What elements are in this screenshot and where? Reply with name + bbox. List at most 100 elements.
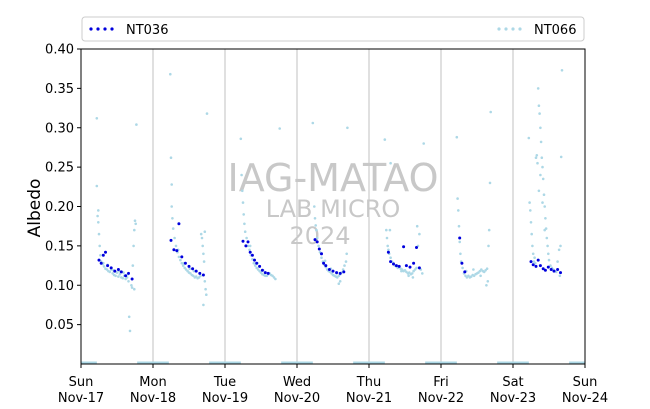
data-point bbox=[537, 189, 541, 193]
data-point bbox=[278, 127, 282, 130]
x-tick-label-day: Fri bbox=[433, 375, 449, 390]
data-point bbox=[421, 272, 424, 275]
data-point bbox=[199, 274, 202, 278]
data-point bbox=[530, 232, 533, 236]
data-point bbox=[317, 244, 320, 248]
data-point bbox=[417, 266, 421, 270]
data-point bbox=[472, 268, 475, 271]
data-point bbox=[203, 230, 207, 233]
watermark-line2: LAB MICRO bbox=[266, 195, 401, 223]
data-point bbox=[402, 245, 406, 249]
data-point bbox=[556, 260, 559, 263]
data-point bbox=[539, 173, 542, 177]
data-point bbox=[191, 267, 195, 271]
watermark: IAG-MATAO LAB MICRO 2024 bbox=[227, 156, 438, 250]
data-point bbox=[545, 236, 549, 240]
data-point bbox=[552, 269, 556, 273]
data-point bbox=[486, 280, 490, 283]
data-point bbox=[385, 228, 388, 232]
data-point bbox=[248, 248, 251, 252]
data-point bbox=[485, 267, 489, 271]
data-point bbox=[248, 250, 252, 254]
x-tick-label-day: Sat bbox=[502, 375, 523, 390]
data-point bbox=[313, 205, 316, 208]
data-point bbox=[559, 155, 563, 159]
data-point bbox=[320, 252, 323, 256]
day-gridlines bbox=[152, 49, 514, 364]
data-point bbox=[400, 269, 403, 273]
data-point bbox=[387, 248, 390, 252]
data-point bbox=[345, 252, 349, 256]
data-point bbox=[192, 269, 196, 273]
data-point bbox=[542, 193, 546, 196]
night-marker bbox=[209, 361, 241, 364]
data-point bbox=[410, 272, 414, 275]
data-point bbox=[461, 266, 464, 270]
data-point bbox=[389, 161, 392, 165]
data-point bbox=[538, 112, 541, 115]
x-tick-label-date: Nov-21 bbox=[346, 391, 392, 406]
data-point bbox=[531, 252, 535, 256]
data-point bbox=[172, 248, 176, 252]
data-point bbox=[133, 219, 137, 222]
data-point bbox=[177, 222, 181, 226]
night-marker bbox=[281, 361, 313, 364]
x-tick-label-day: Sun bbox=[69, 375, 94, 390]
data-point bbox=[240, 173, 243, 177]
data-point bbox=[243, 222, 246, 226]
data-point bbox=[246, 240, 250, 244]
data-point bbox=[541, 165, 544, 169]
data-point bbox=[243, 230, 247, 233]
data-point bbox=[529, 209, 532, 212]
x-tick-label-day: Mon bbox=[139, 375, 166, 390]
data-point bbox=[266, 271, 270, 275]
data-point bbox=[543, 228, 546, 232]
data-point bbox=[253, 264, 257, 267]
data-point bbox=[250, 253, 254, 257]
data-point bbox=[97, 258, 101, 262]
x-tick-label-date: Nov-19 bbox=[202, 391, 248, 406]
night-marker bbox=[569, 361, 585, 364]
data-point bbox=[134, 222, 137, 226]
data-point bbox=[315, 240, 319, 244]
data-point bbox=[169, 72, 172, 76]
data-point bbox=[459, 252, 462, 256]
data-point bbox=[554, 270, 558, 274]
data-point bbox=[200, 236, 204, 240]
y-tick-label: 0.30 bbox=[45, 121, 74, 136]
data-point bbox=[388, 228, 392, 232]
data-point bbox=[539, 140, 543, 144]
data-point bbox=[187, 264, 191, 268]
data-point bbox=[202, 252, 205, 256]
data-point bbox=[342, 270, 346, 274]
x-tick-label-date: Nov-24 bbox=[562, 391, 608, 406]
night-marker bbox=[497, 361, 529, 364]
watermark-line3: 2024 bbox=[289, 222, 350, 250]
data-point bbox=[487, 228, 491, 232]
data-point bbox=[533, 256, 536, 260]
data-point bbox=[102, 261, 105, 265]
data-point bbox=[133, 287, 136, 291]
data-point bbox=[199, 232, 203, 236]
data-point bbox=[392, 262, 395, 266]
data-point bbox=[537, 104, 541, 107]
data-point bbox=[274, 277, 277, 281]
data-point bbox=[386, 244, 390, 248]
data-point bbox=[463, 270, 467, 274]
data-point bbox=[389, 256, 392, 260]
data-point bbox=[485, 284, 488, 287]
data-point bbox=[549, 268, 553, 271]
night-marker bbox=[81, 361, 97, 364]
data-point bbox=[313, 238, 317, 242]
data-point bbox=[541, 201, 544, 204]
data-point bbox=[114, 274, 117, 278]
data-point bbox=[411, 276, 415, 279]
legend: NT036 NT066 bbox=[81, 16, 585, 42]
x-tick-label-date: Nov-18 bbox=[130, 391, 176, 406]
data-point bbox=[315, 236, 319, 240]
data-point bbox=[170, 183, 173, 186]
data-point bbox=[113, 269, 117, 273]
data-point bbox=[169, 238, 173, 242]
data-point bbox=[98, 244, 101, 248]
data-point bbox=[188, 267, 191, 271]
